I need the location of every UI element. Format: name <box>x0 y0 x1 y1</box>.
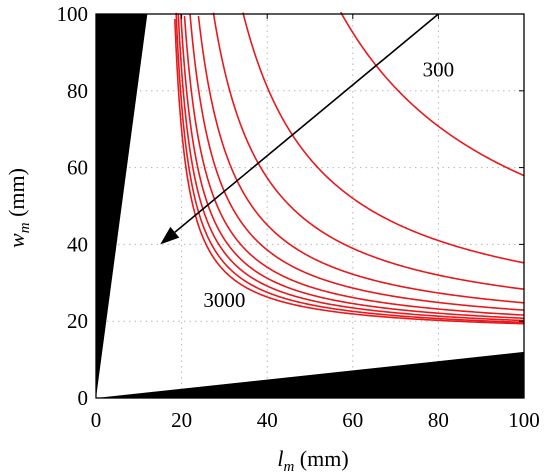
y-axis-title: wm (mm) <box>4 168 33 248</box>
x-axis-title: lm (mm) <box>277 446 348 474</box>
x-tick-label: 40 <box>257 408 278 432</box>
x-tick-label: 0 <box>91 408 102 432</box>
contour-line-2400 <box>177 13 525 322</box>
x-tick-label: 20 <box>171 408 192 432</box>
y-tick-label: 0 <box>78 386 89 410</box>
contour-line-2100 <box>180 14 525 320</box>
grid <box>96 14 524 398</box>
y-tick-label: 20 <box>67 309 88 333</box>
contour-line-600 <box>242 12 525 264</box>
arrow-shaft <box>174 13 439 233</box>
contour-label-3000: 3000 <box>203 288 245 312</box>
y-tick-label: 100 <box>57 2 89 26</box>
x-tick-label: 60 <box>342 408 363 432</box>
contour-line-1800 <box>183 15 525 316</box>
y-tick-label: 80 <box>67 79 88 103</box>
arrow-head <box>160 226 180 245</box>
contour-line-1500 <box>189 14 525 311</box>
y-tick-label: 40 <box>67 232 88 256</box>
axis-ticks: 0 20 40 60 80 100 0 20 40 60 80 100 <box>57 2 540 432</box>
contour-line-300 <box>340 11 525 177</box>
infeasible-regions <box>96 14 524 398</box>
y-tick-label: 60 <box>67 156 88 180</box>
contour-label-300: 300 <box>423 57 455 81</box>
contour-line-900 <box>212 12 525 290</box>
x-tick-label: 100 <box>508 408 540 432</box>
contour-annotations: 300 3000 <box>203 57 454 311</box>
contour-line-3000 <box>174 19 525 325</box>
contour-lines <box>174 11 525 325</box>
x-tick-label: 80 <box>428 408 449 432</box>
infeasible-region-upper-left <box>96 14 148 398</box>
infeasible-region-lower-right <box>96 351 524 398</box>
direction-arrow <box>160 13 439 245</box>
contour-line-2700 <box>175 12 525 324</box>
plot-frame <box>95 13 525 399</box>
contour-line-1200 <box>197 15 525 304</box>
